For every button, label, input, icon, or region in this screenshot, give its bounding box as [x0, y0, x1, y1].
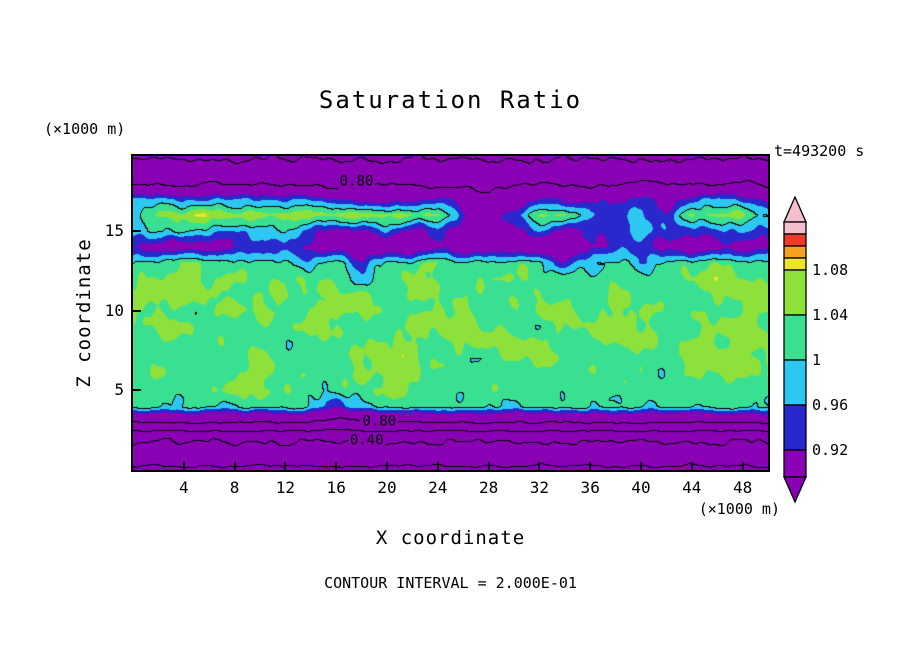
x-tick-mark: [284, 462, 287, 470]
y-tick-label: 10: [104, 300, 124, 320]
x-tick-mark: [436, 462, 439, 470]
x-tick-label: 44: [682, 478, 702, 497]
x-tick-mark: [690, 462, 693, 470]
contour-line-label: 0.80: [337, 173, 376, 189]
colorbar-segment: [783, 314, 807, 361]
x-tick-label: 4: [178, 478, 189, 497]
x-tick-mark: [487, 462, 490, 470]
colorbar-tick-label: 1.08: [812, 261, 849, 279]
y-tick-mark: [133, 229, 141, 232]
colorbar-segment: [783, 221, 807, 235]
x-tick-label: 8: [229, 478, 240, 497]
y-tick-mark: [133, 389, 141, 392]
x-tick-label: 40: [631, 478, 651, 497]
colorbar-segment: [783, 359, 807, 406]
colorbar-segment: [783, 257, 807, 271]
x-tick-mark: [386, 462, 388, 470]
x-axis-units-label: (×1000 m): [698, 500, 780, 518]
contour-field-canvas: [133, 156, 768, 470]
x-tick-label: 24: [428, 478, 448, 497]
time-annotation: t=493200 s: [774, 142, 865, 160]
x-tick-label: 12: [275, 478, 296, 497]
x-tick-mark: [589, 462, 592, 470]
contour-line-label: 0.40: [347, 432, 386, 449]
y-axis-units-label: (×1000 m): [44, 120, 126, 138]
y-tick-mark: [133, 309, 141, 312]
colorbar-segment: [783, 245, 807, 259]
colorbar-segment: [783, 404, 807, 451]
x-tick-mark: [741, 462, 744, 470]
x-tick-label: 20: [377, 478, 397, 497]
colorbar-tick-label: 1: [812, 351, 822, 369]
x-tick-label: 36: [580, 478, 600, 497]
x-tick-label: 28: [478, 478, 499, 497]
x-axis-label: X coordinate: [375, 527, 526, 549]
colorbar-segment: [783, 449, 807, 478]
contour-line-label: 0.80: [360, 413, 399, 430]
colorbar-segment: [783, 233, 807, 247]
x-tick-mark: [335, 462, 338, 470]
x-tick-label: 16: [326, 478, 346, 497]
colorbar-bottom-arrow: [783, 476, 807, 504]
plot-area: 0.80 0.80 0.40: [131, 154, 770, 472]
x-tick-mark: [538, 462, 541, 470]
x-tick-label: 48: [732, 478, 753, 497]
colorbar-top-arrow: [783, 196, 807, 223]
colorbar: [783, 196, 807, 504]
x-tick-mark: [233, 462, 236, 470]
colorbar-tick-label: 0.92: [812, 441, 849, 459]
colorbar-segment: [783, 269, 807, 316]
y-tick-label: 15: [104, 220, 124, 240]
colorbar-tick-label: 0.96: [812, 396, 849, 414]
colorbar-tick-label: 1.04: [812, 306, 849, 324]
plot-title: Saturation Ratio: [318, 86, 583, 114]
x-tick-mark: [640, 462, 642, 470]
x-tick-mark: [182, 462, 185, 470]
contour-interval-label: CONTOUR INTERVAL = 2.000E-01: [324, 574, 577, 592]
y-tick-label: 5: [114, 380, 124, 400]
x-tick-label: 32: [529, 478, 550, 497]
